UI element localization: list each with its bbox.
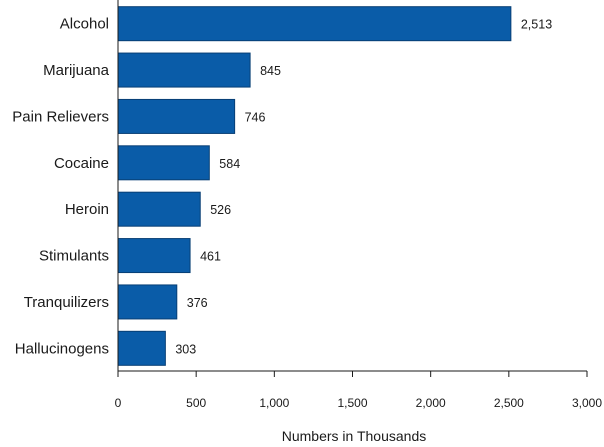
x-tick-label-3000: 3,000 (572, 396, 602, 410)
bar-pain-relievers (117, 98, 236, 134)
x-tick-label-1000: 1,000 (259, 396, 289, 410)
bar-tranquilizers (117, 284, 178, 320)
x-ticks-layer: 0 500 1,000 1,500 2,000 2,500 3,000 (115, 371, 602, 410)
bars-layer (117, 6, 512, 366)
bar-cocaine (117, 145, 210, 181)
x-tick-label-500: 500 (186, 396, 206, 410)
x-axis-title: Numbers in Thousands (282, 428, 426, 444)
value-label-marijuana: 845 (260, 64, 281, 78)
value-label-pain-relievers: 746 (245, 110, 266, 124)
category-label-cocaine: Cocaine (54, 155, 109, 172)
bar-alcohol (117, 6, 512, 42)
value-label-stimulants: 461 (200, 250, 221, 264)
category-label-heroin: Heroin (65, 201, 109, 218)
category-label-alcohol: Alcohol (60, 16, 109, 33)
bar-stimulants (117, 238, 191, 274)
x-tick-label-0: 0 (115, 396, 122, 410)
category-label-stimulants: Stimulants (39, 248, 109, 265)
x-tick-label-2500: 2,500 (494, 396, 524, 410)
category-label-pain-relievers: Pain Relievers (12, 108, 109, 125)
bar-heroin (117, 191, 201, 227)
category-label-hallucinogens: Hallucinogens (15, 340, 109, 357)
bar-hallucinogens (117, 330, 166, 366)
category-label-marijuana: Marijuana (43, 62, 110, 79)
value-label-hallucinogens: 303 (175, 342, 196, 356)
x-tick-label-1500: 1,500 (337, 396, 367, 410)
value-label-tranquilizers: 376 (187, 296, 208, 310)
value-label-heroin: 526 (210, 203, 231, 217)
bar-marijuana (117, 52, 251, 88)
value-label-alcohol: 2,513 (521, 18, 552, 32)
value-label-cocaine: 584 (219, 157, 240, 171)
labels-layer: Alcohol 2,513 Marijuana 845 Pain Relievers 74… (12, 16, 552, 358)
x-tick-label-2000: 2,000 (416, 396, 446, 410)
category-label-tranquilizers: Tranquilizers (24, 294, 109, 311)
